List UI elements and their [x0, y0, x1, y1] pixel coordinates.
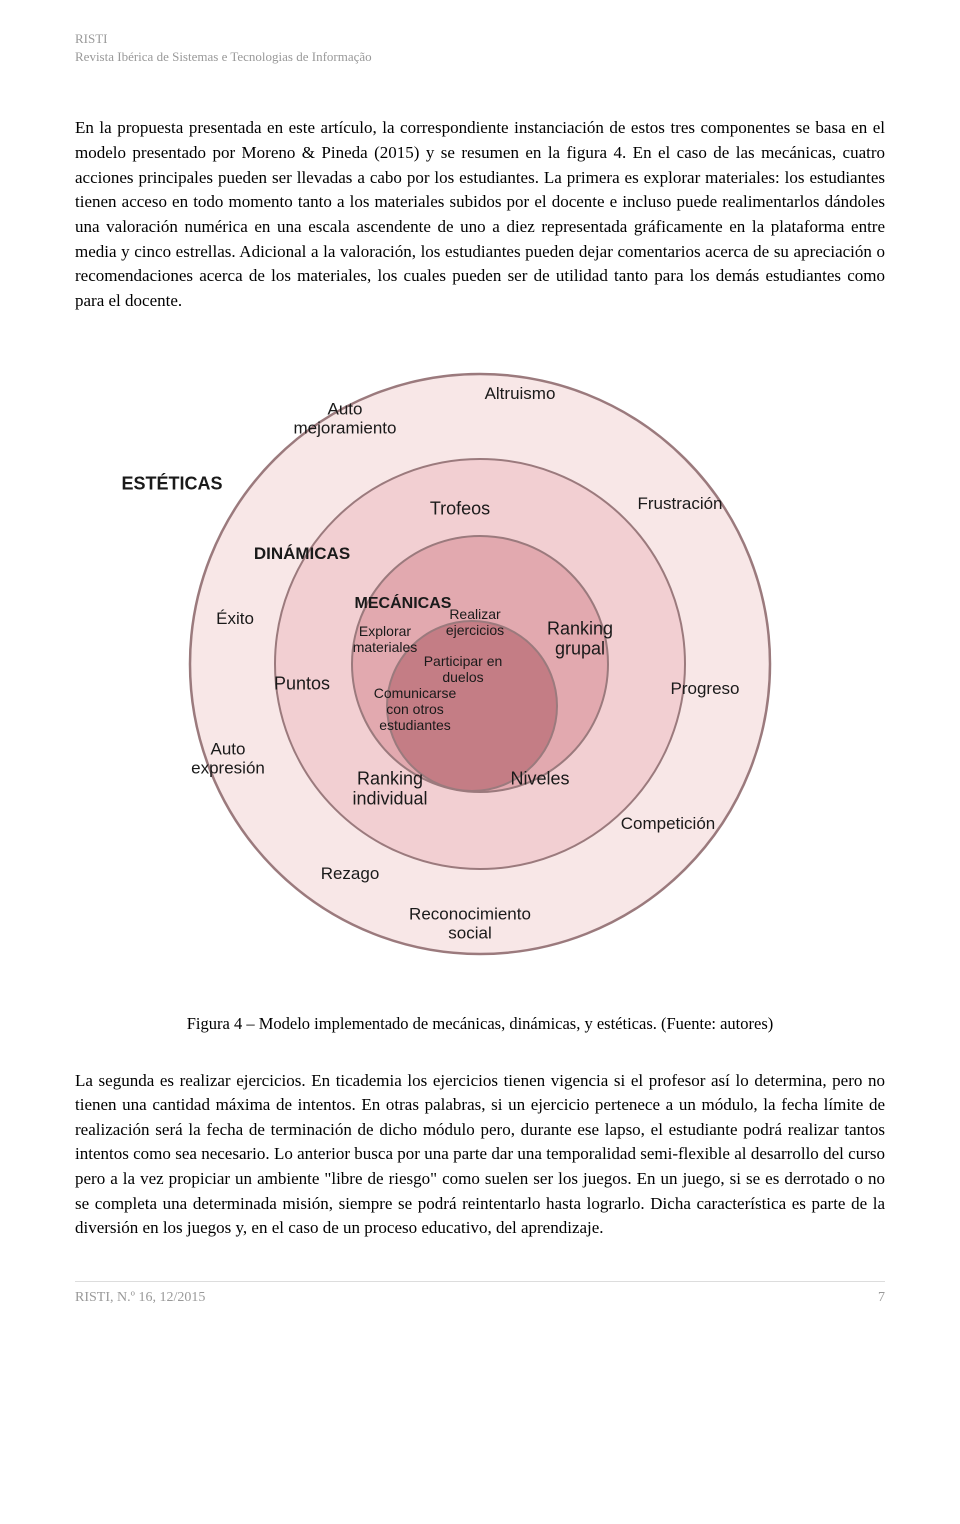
esteticas-label-0: Altruismo: [485, 384, 556, 404]
mecanicas-label-1: Realizarejercicios: [446, 605, 504, 637]
dinamicas-label-1: Puntos: [274, 673, 330, 694]
footer-left: RISTI, N.º 16, 12/2015: [75, 1290, 205, 1306]
esteticas-label-7: Rezago: [321, 864, 380, 884]
footer-page-number: 7: [878, 1290, 885, 1306]
paragraph-1: En la propuesta presentada en este artíc…: [75, 116, 885, 313]
mecanicas-label-3: Comunicarsecon otrosestudiantes: [374, 684, 456, 732]
journal-abbrev: RISTI: [75, 30, 885, 48]
page-footer: RISTI, N.º 16, 12/2015 7: [75, 1281, 885, 1306]
esteticas-label-2: Frustración: [637, 494, 722, 514]
ring-title-0: ESTÉTICAS: [121, 473, 222, 494]
dinamicas-label-4: Rankingindividual: [352, 768, 427, 809]
esteticas-label-4: Progreso: [671, 679, 740, 699]
esteticas-label-5: Autoexpresión: [191, 739, 265, 778]
figure-4-caption: Figura 4 – Modelo implementado de mecáni…: [75, 1014, 885, 1034]
ring-title-1: DINÁMICAS: [254, 544, 350, 564]
esteticas-label-3: Éxito: [216, 609, 254, 629]
esteticas-label-8: Reconocimientosocial: [409, 904, 531, 943]
dinamicas-label-3: Niveles: [510, 768, 569, 789]
ring-title-2: MECÁNICAS: [355, 594, 452, 612]
paragraph-2: La segunda es realizar ejercicios. En ti…: [75, 1069, 885, 1241]
dinamicas-label-0: Trofeos: [430, 498, 490, 519]
esteticas-label-1: Automejoramiento: [294, 399, 397, 438]
journal-fullname: Revista Ibérica de Sistemas e Tecnologia…: [75, 48, 885, 66]
journal-header: RISTI Revista Ibérica de Sistemas e Tecn…: [75, 30, 885, 66]
mecanicas-label-0: Explorarmateriales: [353, 622, 418, 654]
dinamicas-label-2: Rankinggrupal: [547, 618, 613, 659]
mecanicas-label-2: Participar enduelos: [424, 652, 503, 684]
figure-4: ESTÉTICAS DINÁMICAS MECÁNICAS Explorarmater…: [75, 344, 885, 984]
esteticas-label-6: Competición: [621, 814, 716, 834]
